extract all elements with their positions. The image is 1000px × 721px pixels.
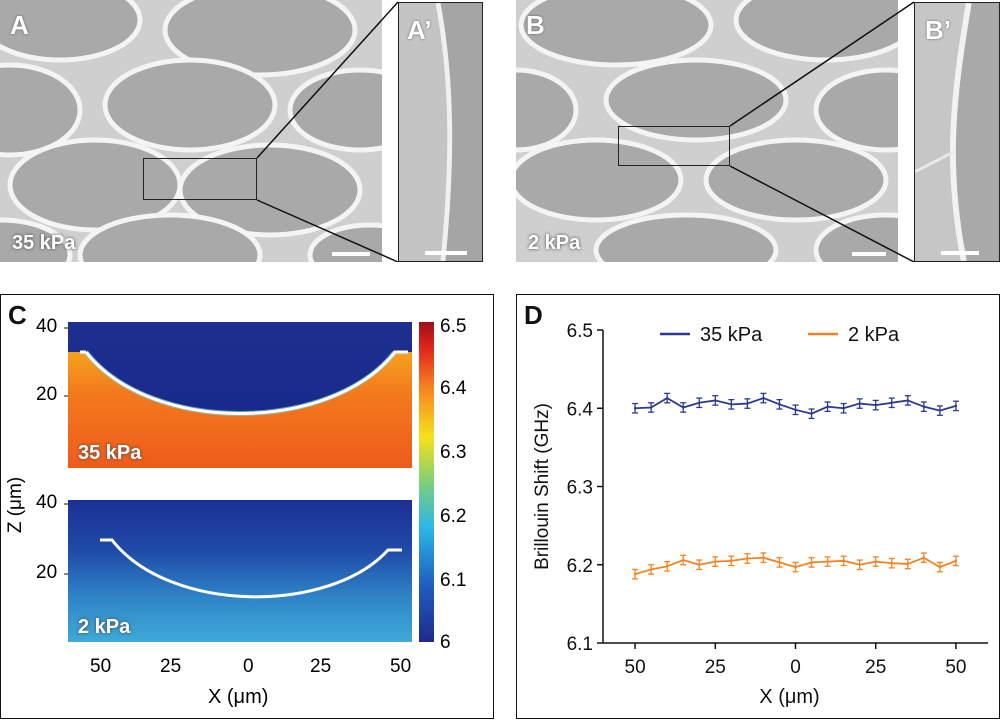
zoom-box xyxy=(618,126,730,166)
x-axis-label: X (μm) xyxy=(759,686,819,708)
panel-label-a-prime: A’ xyxy=(407,15,432,45)
c-ytick-40-bottom: 40 xyxy=(36,492,58,513)
colorbar-tick: 6.1 xyxy=(440,570,467,591)
sem-zoom-2kpa: B’ xyxy=(914,2,1000,262)
scale-bar-b-prime xyxy=(941,251,979,255)
legend-label: 35 kPa xyxy=(700,324,763,346)
data-point xyxy=(633,572,637,576)
data-point xyxy=(746,402,749,405)
colorbar-tick: 6 xyxy=(440,632,451,653)
y-tick-label: 6.1 xyxy=(567,634,593,655)
data-point xyxy=(858,402,861,405)
c-y-axis-label: Z (μm) xyxy=(5,476,27,534)
data-point xyxy=(906,399,909,402)
data-point xyxy=(762,396,765,400)
c-xtick: 50 xyxy=(390,656,412,677)
data-point xyxy=(890,561,893,565)
data-point xyxy=(906,562,909,566)
data-point xyxy=(874,403,877,407)
data-point xyxy=(858,563,861,566)
legend-label: 2 kPa xyxy=(848,324,900,346)
sem-zoom-35kpa: A’ xyxy=(398,2,483,262)
data-point xyxy=(922,405,926,408)
brillouin-shift-chart: 6.5 6.4 6.3 6.2 6.1 50 25 0 25 50 X (μm) Brillouin … xyxy=(532,321,988,708)
map-label-2kpa: 2 kPa xyxy=(78,616,131,638)
data-point xyxy=(682,558,685,562)
data-point xyxy=(714,560,717,563)
x-tick-label: 50 xyxy=(625,657,646,678)
c-xtick: 0 xyxy=(243,656,254,677)
data-point xyxy=(682,406,685,409)
c-x-axis-label: X (μm) xyxy=(208,686,269,708)
data-point xyxy=(778,403,781,406)
sem-image-2kpa: B 2 kPa xyxy=(516,0,898,262)
c-ytick-40-top: 40 xyxy=(36,316,58,337)
c-xtick: 25 xyxy=(310,656,332,677)
x-tick-label: 50 xyxy=(945,657,966,678)
c-xtick: 50 xyxy=(90,656,112,677)
data-point xyxy=(649,406,653,409)
data-point xyxy=(714,399,717,402)
data-point xyxy=(842,559,845,563)
data-point xyxy=(730,403,733,406)
data-point xyxy=(810,412,813,415)
zoom-lines-b xyxy=(729,1,915,262)
data-point xyxy=(665,565,669,568)
panel-label-a: A xyxy=(10,10,29,40)
data-point xyxy=(874,560,877,563)
data-point xyxy=(633,407,637,410)
x-tick-label: 0 xyxy=(790,657,801,678)
scale-bar-a xyxy=(332,252,370,256)
panel-label-b: B xyxy=(526,10,545,40)
sem-image-35kpa: A 35 kPa xyxy=(0,0,382,262)
y-tick-label: 6.5 xyxy=(567,321,593,342)
data-point xyxy=(890,401,893,404)
scale-bar-b xyxy=(852,252,886,256)
data-point xyxy=(938,409,942,412)
map-label-35kpa: 35 kPa xyxy=(78,442,142,464)
y-axis-label: Brillouin Shift (GHz) xyxy=(532,403,553,570)
x-tick-label: 25 xyxy=(865,657,886,678)
data-point xyxy=(794,408,797,412)
colorbar-tick: 6.2 xyxy=(440,506,467,527)
data-point xyxy=(762,556,765,559)
data-point xyxy=(698,563,701,566)
zoom-box xyxy=(143,158,257,200)
stiffness-label-b: 2 kPa xyxy=(528,232,581,254)
data-point xyxy=(842,407,845,410)
c-ytick-20-bottom: 20 xyxy=(36,562,58,583)
data-point xyxy=(665,396,669,400)
data-point xyxy=(826,405,829,408)
data-point xyxy=(730,559,733,563)
panel-c-frame xyxy=(0,294,494,719)
data-point xyxy=(778,561,781,564)
data-point xyxy=(954,559,958,563)
y-tick-label: 6.2 xyxy=(567,556,593,577)
data-point xyxy=(922,556,926,559)
data-point xyxy=(826,560,829,563)
panel-label-c: C xyxy=(8,300,27,330)
colorbar-tick: 6.3 xyxy=(440,442,467,463)
data-point xyxy=(938,565,942,569)
c-xtick: 25 xyxy=(160,656,182,677)
data-point xyxy=(649,568,653,571)
x-tick-label: 25 xyxy=(705,657,726,678)
data-point xyxy=(810,561,813,564)
data-point xyxy=(746,557,749,560)
scale-bar-a-prime xyxy=(425,251,467,255)
zoom-lines-a xyxy=(256,1,399,262)
y-tick-label: 6.4 xyxy=(567,399,594,420)
c-ytick-20-top: 20 xyxy=(36,384,58,405)
data-point xyxy=(794,565,797,569)
data-point xyxy=(698,401,701,404)
stiffness-label-a: 35 kPa xyxy=(12,232,76,254)
panel-label-b-prime: B’ xyxy=(925,15,951,45)
y-tick-label: 6.3 xyxy=(567,478,593,499)
data-point xyxy=(954,404,958,408)
colorbar-tick: 6.5 xyxy=(440,316,467,337)
colorbar-tick: 6.4 xyxy=(440,378,467,399)
brillouin-map-c xyxy=(64,322,434,642)
panel-label-d: D xyxy=(524,300,543,330)
